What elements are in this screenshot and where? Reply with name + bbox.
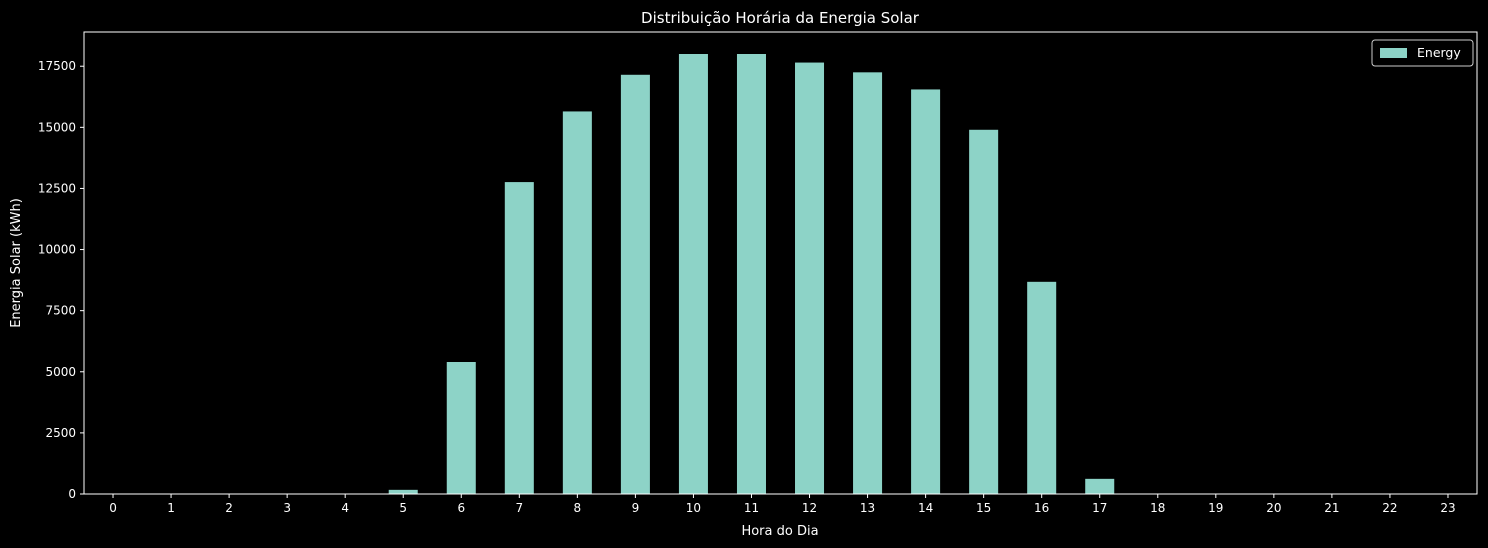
x-tick-label-12: 12	[802, 501, 817, 515]
x-tick-label-7: 7	[515, 501, 523, 515]
legend-box	[1371, 39, 1474, 67]
x-tick-label-16: 16	[1034, 501, 1049, 515]
x-tick-label-13: 13	[860, 501, 875, 515]
x-tick-label-3: 3	[283, 501, 291, 515]
bar-6	[446, 362, 476, 494]
x-tick-label-8: 8	[574, 501, 582, 515]
x-tick-label-17: 17	[1092, 501, 1107, 515]
x-axis-label: Hora do Dia	[741, 524, 818, 539]
bar-11	[736, 54, 766, 494]
x-tick-label-6: 6	[457, 501, 465, 515]
x-tick-label-5: 5	[399, 501, 407, 515]
bar-5	[388, 489, 418, 494]
y-tick-label-2500: 2500	[45, 426, 76, 440]
bar-16	[1027, 281, 1057, 494]
x-tick-label-0: 0	[109, 501, 117, 515]
y-tick-label-5000: 5000	[45, 365, 76, 379]
x-tick-label-22: 22	[1382, 501, 1397, 515]
x-tick-label-21: 21	[1324, 501, 1339, 515]
x-tick-label-20: 20	[1266, 501, 1281, 515]
y-tick-label-15000: 15000	[38, 120, 76, 134]
x-tick-label-14: 14	[918, 501, 933, 515]
bars-layer	[388, 54, 1115, 495]
y-tick-label-0: 0	[68, 487, 76, 501]
y-tick-label-7500: 7500	[45, 304, 76, 318]
bar-8	[562, 111, 592, 494]
x-tick-label-4: 4	[341, 501, 349, 515]
legend-label-energy: Energy	[1417, 45, 1461, 60]
x-tick-label-11: 11	[744, 501, 759, 515]
bar-12	[795, 62, 825, 495]
chart-title: Distribuição Horária da Energia Solar	[641, 9, 920, 27]
x-tick-label-19: 19	[1208, 501, 1223, 515]
bar-10	[678, 54, 708, 494]
x-tick-label-23: 23	[1440, 501, 1455, 515]
bar-13	[853, 72, 883, 494]
bar-14	[911, 89, 941, 494]
x-tick-label-9: 9	[632, 501, 640, 515]
bar-15	[969, 129, 999, 494]
y-tick-label-10000: 10000	[38, 243, 76, 257]
y-tick-label-17500: 17500	[38, 59, 76, 73]
x-tick-label-1: 1	[167, 501, 175, 515]
x-tick-label-18: 18	[1150, 501, 1165, 515]
y-tick-label-12500: 12500	[38, 181, 76, 195]
axes-layer: 0 1 2 3 4 5 6 7 8 9 10 11 12 13 14 15 16 17 18 19 20 21 22 2302…	[38, 31, 1478, 515]
x-tick-label-2: 2	[225, 501, 233, 515]
legend: Energy	[1371, 39, 1474, 67]
bar-7	[504, 182, 534, 494]
plot-frame	[83, 31, 1478, 495]
bar-17	[1085, 478, 1115, 494]
bar-9	[620, 74, 650, 494]
legend-swatch-energy	[1380, 48, 1407, 58]
x-tick-label-10: 10	[686, 501, 701, 515]
x-tick-label-15: 15	[976, 501, 991, 515]
y-axis-label: Energia Solar (kWh)	[9, 198, 24, 328]
